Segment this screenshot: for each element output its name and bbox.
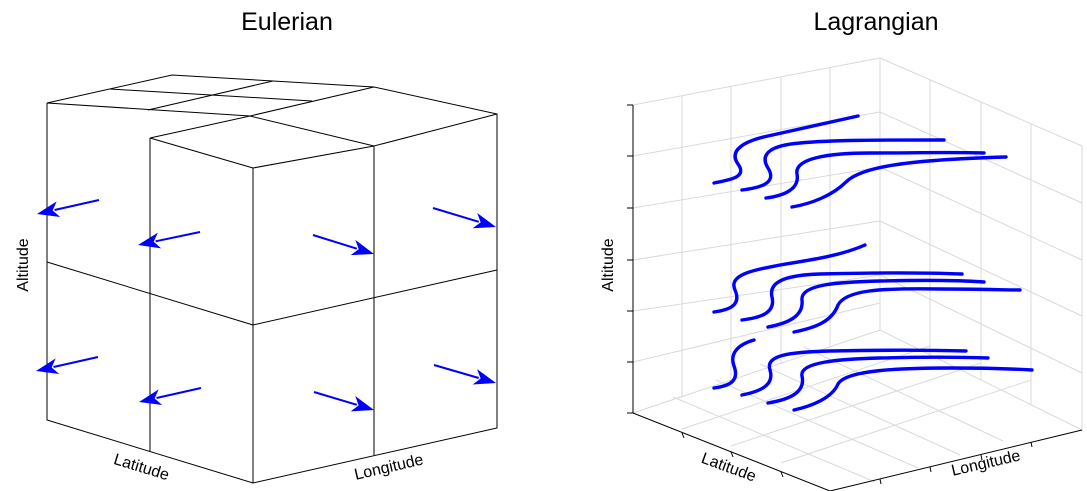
eulerian-altitude-label: Altitude <box>15 238 32 291</box>
trajectory-layer3-4 <box>792 366 1034 412</box>
trajectory-layer3-3 <box>766 355 990 405</box>
eulerian-latitude-label: Latitude <box>112 451 172 484</box>
block-top-right-edge <box>252 145 375 169</box>
wind-arrow-head-3 <box>350 239 374 256</box>
eulerian-title: Eulerian <box>241 8 333 36</box>
latitude-ticks <box>681 432 784 478</box>
lagrangian-latitude-label: Latitude <box>699 450 758 485</box>
trajectory-layer2-1 <box>712 243 867 314</box>
longitude-axis-line <box>829 429 1083 491</box>
wind-arrow-shaft-1 <box>54 199 100 212</box>
trajectory-layer2-2 <box>740 271 964 322</box>
wind-arrow-head-1 <box>37 201 61 217</box>
trajectory-layer1-4 <box>790 155 1008 209</box>
wind-arrow-head-2 <box>138 232 162 249</box>
trajectory-layer2-3 <box>766 278 986 329</box>
top-face-divider-2 <box>147 80 274 111</box>
wind-arrow-shaft-5 <box>53 356 99 369</box>
wind-arrow-head-5 <box>36 358 60 374</box>
block-top-left-edge <box>149 137 254 169</box>
trajectory-layer2-4 <box>792 287 1022 334</box>
eulerian-longitude-label: Longitude <box>353 451 425 483</box>
wind-arrow-shaft-3 <box>312 234 358 250</box>
trajectory-layer3-1 <box>712 338 756 390</box>
wind-arrow-head-8 <box>472 369 496 385</box>
lagrangian-altitude-label: Altitude <box>600 238 617 291</box>
mid-divider-right <box>252 269 498 326</box>
wind-arrow-head-4 <box>472 212 496 229</box>
wind-arrow-head-6 <box>139 389 163 405</box>
lagrangian-axes <box>627 104 1083 491</box>
wind-arrow-shaft-2 <box>155 231 201 243</box>
lagrangian-title: Lagrangian <box>813 8 938 36</box>
wind-arrow-shaft-6 <box>156 387 202 400</box>
longitude-ticks <box>879 441 1033 485</box>
altitude-ticks <box>627 104 633 414</box>
lagrangian-panel: Lagrangian <box>600 8 1083 491</box>
eulerian-wind-arrows <box>36 199 496 412</box>
trajectory-layer3-2 <box>740 348 968 397</box>
trajectory-layer1-1 <box>712 114 860 185</box>
trajectory-layer1-3 <box>764 150 986 200</box>
lagrangian-longitude-label: Longitude <box>950 447 1022 479</box>
wind-arrow-shaft-7 <box>313 391 358 406</box>
wind-arrow-shaft-8 <box>433 364 479 379</box>
eulerian-panel: Eulerian Latitude Longitude Altitude <box>15 8 498 484</box>
eulerian-cube <box>46 74 498 484</box>
lagrangian-grid <box>632 57 1083 483</box>
trajectory-layer1-2 <box>740 138 946 192</box>
inner-top-edges <box>149 113 498 147</box>
mid-divider-left <box>46 261 254 326</box>
trajectory-group <box>712 114 1034 412</box>
wind-arrow-shaft-4 <box>432 207 480 223</box>
wind-arrow-head-7 <box>350 396 374 412</box>
